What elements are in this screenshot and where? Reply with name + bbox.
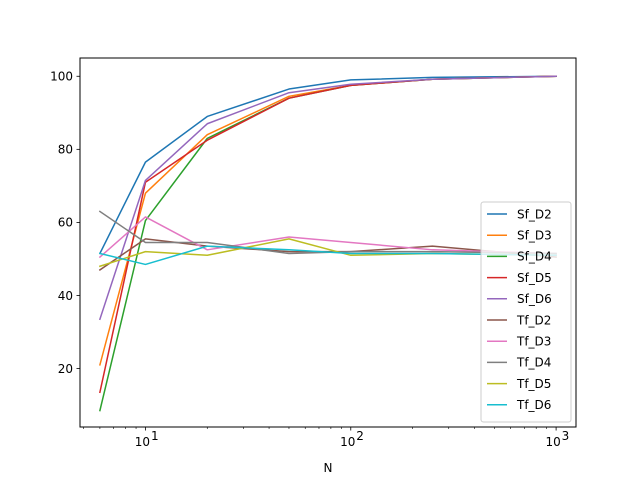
legend-label: Tf_D4 xyxy=(516,356,551,370)
series-line-sf-d2 xyxy=(98,75,557,255)
y-tick-label: 100 xyxy=(50,70,73,84)
y-tick-label: 40 xyxy=(58,289,73,303)
legend-label: Tf_D2 xyxy=(516,313,551,327)
series-line-tf-d2 xyxy=(98,238,557,271)
legend-label: Tf_D5 xyxy=(516,377,551,391)
y-tick-label: 60 xyxy=(58,216,73,230)
x-axis: 10 1 10 2 10 3 xyxy=(83,427,570,449)
y-tick-label: 20 xyxy=(58,362,73,376)
y-axis: 20 40 60 80 100 xyxy=(50,70,80,376)
legend-label: Tf_D3 xyxy=(516,335,551,349)
x-tick-label-exponent: 2 xyxy=(356,429,364,443)
legend-label: Sf_D5 xyxy=(517,271,552,285)
series-line-sf-d6 xyxy=(98,75,557,321)
legend-label: Sf_D6 xyxy=(517,292,552,306)
legend-label: Sf_D3 xyxy=(517,229,552,243)
series-line-tf-d6 xyxy=(98,245,557,266)
series-line-tf-d4 xyxy=(98,210,557,255)
series-layer xyxy=(98,75,557,412)
x-axis-label: N xyxy=(324,461,333,475)
x-tick-label: 10 xyxy=(545,435,560,449)
y-tick-label: 80 xyxy=(58,143,73,157)
x-tick-label: 10 xyxy=(340,435,355,449)
legend: Sf_D2 Sf_D3 Sf_D4 Sf_D5 Sf_D6 Tf_D2 Tf_D3 Tf_D4… xyxy=(480,201,572,423)
x-tick-label-exponent: 1 xyxy=(151,429,159,443)
x-tick-label: 10 xyxy=(135,435,150,449)
series-line-tf-d3 xyxy=(98,216,557,259)
legend-label: Sf_D2 xyxy=(517,207,552,221)
legend-label: Tf_D6 xyxy=(516,398,551,412)
x-tick-label-exponent: 3 xyxy=(562,429,570,443)
legend-label: Sf_D4 xyxy=(517,250,552,264)
